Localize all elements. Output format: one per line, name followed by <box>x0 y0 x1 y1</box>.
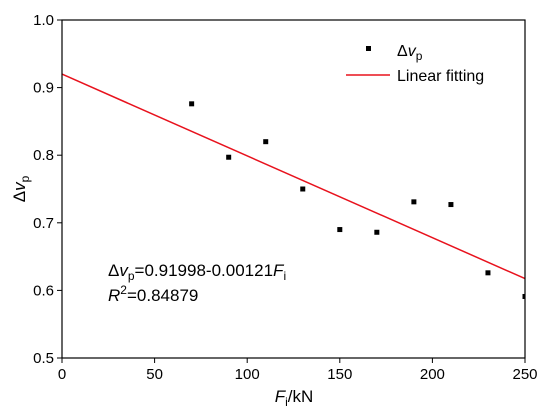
y-tick-label: 0.9 <box>33 80 54 97</box>
scatter-point <box>411 199 417 205</box>
y-tick-label: 0.5 <box>33 350 54 367</box>
linear-fit-line <box>62 73 525 280</box>
scatter-point <box>522 293 525 299</box>
r-squared-annotation: R2=0.84879 <box>108 283 198 305</box>
scatter-point <box>263 139 269 145</box>
y-tick-label: 1.0 <box>33 12 54 29</box>
y-tick-label: 0.7 <box>33 215 54 232</box>
scatter-point <box>226 154 232 160</box>
y-tick-label: 0.8 <box>33 147 54 164</box>
x-tick-label: 200 <box>420 366 445 383</box>
legend-marker-scatter <box>366 46 371 51</box>
legend-label-scatter: Δvp <box>397 43 423 63</box>
scatter-point <box>189 101 195 107</box>
scatter-point <box>374 229 380 235</box>
legend: Δvp Linear fitting <box>346 43 484 85</box>
x-axis-label: Fi/kN <box>275 387 314 409</box>
scatter-point <box>448 202 454 208</box>
x-tick-label: 250 <box>512 366 537 383</box>
x-tick-label: 0 <box>58 366 66 383</box>
scatter-point <box>485 270 491 276</box>
scatter-point <box>337 227 343 233</box>
fit-equation-annotation: Δvp=0.91998-0.00121Fi <box>108 261 286 283</box>
legend-label-line: Linear fitting <box>397 68 484 85</box>
scatter-point <box>300 186 306 192</box>
y-tick-label: 0.6 <box>33 282 54 299</box>
y-axis-label: Δvp <box>10 175 32 202</box>
plot-frame <box>61 19 526 359</box>
x-tick-label: 100 <box>235 366 260 383</box>
x-tick-label: 150 <box>327 366 352 383</box>
x-tick-label: 50 <box>146 366 163 383</box>
